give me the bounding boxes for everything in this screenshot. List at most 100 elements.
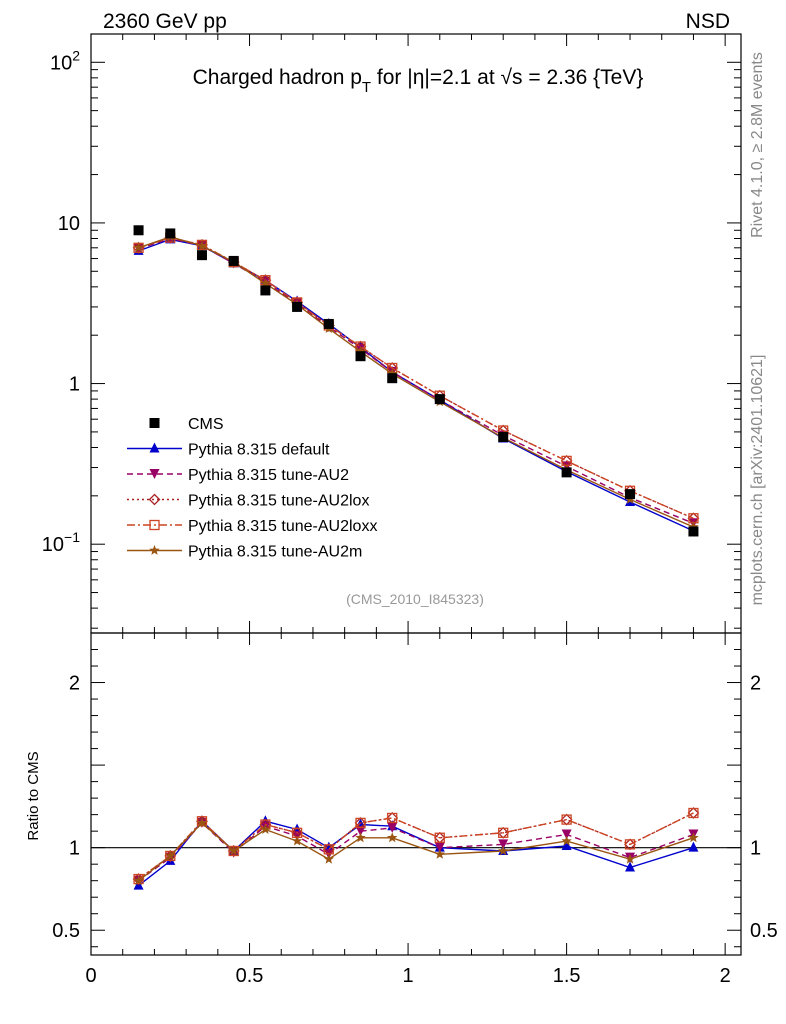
legend-entry: Pythia 8.315 default: [127, 442, 330, 459]
main-series-5: [133, 231, 699, 532]
ratio-panel: 0 0.5 1 1.5 2 0.5 0.5 1 1 2 2: [52, 632, 778, 987]
chart-title: Charged hadron pT for |η|=2.1 at √s = 2.…: [193, 66, 644, 96]
ratio-y-tick-label-right: 1: [750, 838, 761, 860]
ratio-data-point: [323, 841, 334, 852]
y-tick-label: 102: [50, 47, 80, 74]
main-data-point: [498, 431, 509, 442]
main-data-point: [355, 346, 366, 357]
legend-label: Pythia 8.315 tune-AU2m: [188, 544, 362, 561]
legend-entry: Pythia 8.315 tune-AU2lox: [127, 493, 369, 510]
y-tick-label: 1: [69, 374, 80, 396]
main-data-point: [196, 240, 208, 251]
ratio-data-point: [688, 841, 699, 852]
ratio-data-point: [498, 827, 509, 838]
y-tick-label: 10−1: [42, 529, 80, 556]
ratio-series-5: [133, 817, 699, 886]
main-data-point: [292, 301, 303, 312]
y-tick-exponent: 2: [72, 47, 80, 63]
ratio-data-point: [291, 835, 303, 846]
ratio-y-tick-label: 0.5: [52, 920, 80, 942]
x-tick-label: 0.5: [236, 965, 264, 987]
ratio-data-point: [561, 814, 572, 825]
y-tick-exponent: −1: [64, 529, 80, 545]
x-tick-label: 2: [720, 965, 731, 987]
ratio-data-point: [387, 832, 398, 843]
y-tick-base: 10: [50, 52, 72, 74]
ratio-data-point: [434, 842, 445, 853]
main-series-line: [138, 236, 694, 528]
ratio-data-point: [355, 832, 366, 843]
ratio-series-1: [133, 815, 699, 890]
main-data-point: [228, 255, 239, 266]
ratio-series-line: [138, 812, 694, 880]
ratio-y-tick-label: 2: [69, 673, 80, 695]
ratio-plot-frame: [90, 632, 742, 956]
legend-label: Pythia 8.315 tune-AU2loxx: [188, 518, 377, 535]
ratio-data-point: [688, 807, 699, 819]
main-data-point: [434, 394, 445, 405]
rivet-side-label: Rivet 4.1.0, ≥ 2.8M events: [749, 52, 766, 238]
legend-entry: CMS: [149, 416, 224, 433]
ratio-series-line: [138, 821, 694, 882]
main-data-point: [133, 225, 144, 236]
ratio-data-point: [133, 875, 144, 886]
legend-marker: [149, 418, 160, 428]
ratio-data-point: [624, 839, 636, 850]
ratio-data-point: [687, 807, 700, 819]
main-data-point: [260, 277, 271, 288]
main-data-point: [165, 228, 176, 239]
legend-entry: Pythia 8.315 tune-AU2: [127, 467, 349, 484]
header-left-label: 2360 GeV pp: [103, 10, 227, 33]
legend-entry: Pythia 8.315 tune-AU2m: [127, 544, 362, 561]
ratio-data-point: [561, 840, 572, 851]
main-data-point: [196, 250, 207, 261]
main-data-point: [561, 467, 572, 478]
ratio-data-point: [260, 824, 271, 834]
ratio-data-point: [196, 817, 208, 828]
legend: CMS Pythia 8.315 default Pythia 8.315 tune…: [127, 416, 377, 561]
main-data-point: [133, 242, 144, 253]
ratio-data-point: [561, 835, 572, 846]
chart-title-main: Charged hadron p: [193, 66, 362, 89]
ratio-y-tick-label: 1: [69, 838, 80, 860]
x-tick-label: 0: [85, 965, 96, 987]
main-data-point: [387, 373, 398, 384]
ratio-data-point: [323, 853, 334, 864]
legend-label: Pythia 8.315 tune-AU2: [188, 467, 349, 484]
ratio-data-point: [165, 850, 176, 861]
legend-marker: [148, 493, 161, 506]
legend-label: Pythia 8.315 tune-AU2lox: [188, 493, 369, 510]
ratio-data-point: [624, 853, 636, 864]
main-data-point: [625, 489, 636, 500]
ratio-y-tick-label-right: 0.5: [750, 920, 778, 942]
ratio-data-point: [355, 817, 366, 829]
ratio-data-point: [498, 839, 509, 850]
legend-marker: [149, 469, 160, 479]
chart-title-subscript: T: [362, 79, 371, 96]
ratio-data-point: [228, 845, 239, 856]
main-series-2: [133, 233, 699, 529]
ratio-ylabel: Ratio to CMS: [25, 751, 42, 840]
ratio-data-point: [498, 845, 509, 856]
ratio-data-point: [434, 848, 445, 859]
main-data-point: [323, 318, 334, 329]
main-data-point: [260, 285, 271, 296]
main-data-point: [355, 351, 366, 362]
ratio-data-point: [387, 822, 398, 833]
legend-marker: [149, 519, 160, 531]
ratio-data-point: [434, 832, 445, 843]
ratio-series-line: [138, 821, 694, 882]
analysis-id-label: (CMS_2010_I845323): [346, 591, 484, 607]
x-tick-label: 1: [403, 965, 414, 987]
legend-marker: [149, 442, 160, 453]
ratio-data-point: [688, 832, 699, 843]
legend-marker: [149, 545, 160, 555]
legend-entry: Pythia 8.315 tune-AU2loxx: [127, 518, 377, 535]
main-data-point: [688, 521, 699, 532]
main-data-point: [688, 526, 699, 537]
legend-label: CMS: [188, 416, 224, 433]
x-tick-label: 1.5: [553, 965, 581, 987]
ratio-data-point: [387, 812, 398, 824]
